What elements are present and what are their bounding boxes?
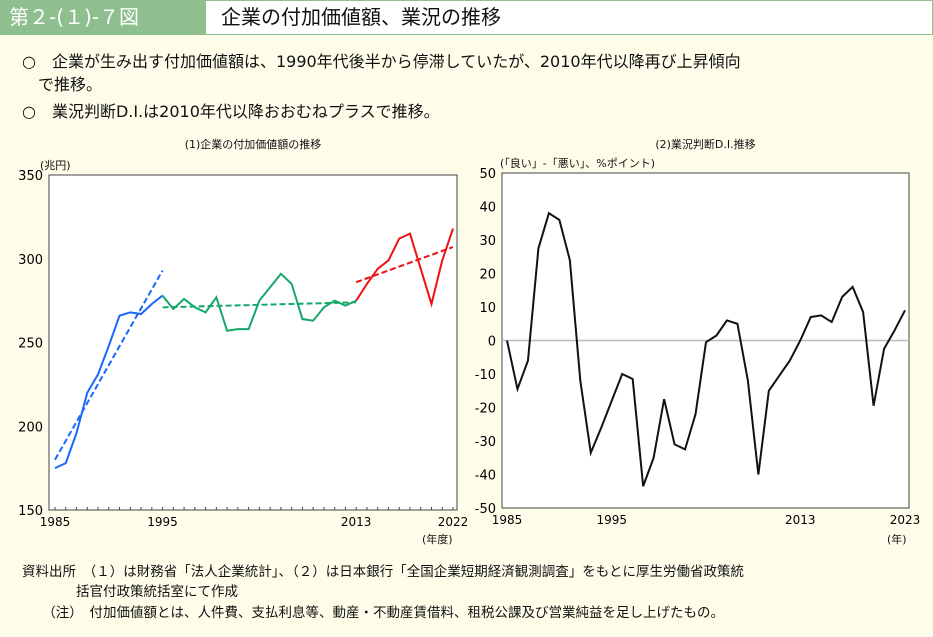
- y-tick-label: 300: [18, 253, 43, 268]
- y-tick-label: -30: [475, 435, 496, 450]
- y-tick-label: 10: [479, 301, 496, 316]
- x-tick-label: 2013: [785, 513, 816, 527]
- chart1-ylabel: (兆円): [40, 159, 71, 172]
- y-tick-label: -50: [475, 502, 496, 517]
- figure-title: 企業の付加価値額、業況の推移: [221, 5, 501, 29]
- chart2-ylabel: (「良い」-「悪い」、%ポイント): [500, 157, 656, 170]
- series-line: [506, 211, 906, 487]
- point-2: ○ 業況判断D.I.は2010年代以降おおむねプラスで推移。: [22, 102, 440, 121]
- source-note-cont: 括官付政策統括室にて作成: [22, 584, 238, 600]
- trend-line: [355, 246, 454, 284]
- x-tick-label: 2022: [438, 515, 469, 529]
- chart1-title: (1)企業の付加価値額の推移: [184, 138, 322, 151]
- y-tick-label: -20: [475, 402, 496, 417]
- y-tick-label: 20: [479, 268, 496, 283]
- trend-line: [54, 269, 164, 461]
- chart2-xlabel: (年): [887, 533, 907, 546]
- x-tick-label: 1985: [40, 515, 71, 529]
- source-note: 資料出所 （１）は財務省「法人企業統計」、（２）は日本銀行「全国企業短期経済観測…: [22, 564, 744, 580]
- x-tick-label: 1995: [596, 513, 627, 527]
- y-tick-label: -10: [475, 368, 496, 383]
- x-tick-label: 2023: [890, 513, 921, 527]
- y-tick-label: 0: [488, 335, 496, 350]
- x-tick-label: 2013: [341, 515, 372, 529]
- series-line: [161, 272, 357, 332]
- note: （注） 付加価値額とは、人件費、支払利息等、動産・不動産賃借料、租税公課及び営業…: [22, 605, 724, 621]
- chart1-plot-area: [48, 174, 458, 511]
- point-1: ○ 企業が生み出す付加価値額は、1990年代後半から停滞していたが、2010年代…: [22, 52, 741, 71]
- y-tick-label: 200: [18, 420, 43, 435]
- figure-header: 第２-(１)-７図 企業の付加価値額、業況の推移: [0, 0, 933, 35]
- y-tick-label: 150: [18, 504, 43, 519]
- x-tick-label: 1985: [492, 513, 523, 527]
- x-tick-label: 1995: [147, 515, 178, 529]
- y-tick-label: 250: [18, 337, 43, 352]
- y-tick-label: 350: [18, 169, 43, 184]
- chart2-title: (2)業況判断D.I.推移: [655, 138, 756, 151]
- series-line: [54, 294, 164, 470]
- y-tick-label: 40: [479, 201, 496, 216]
- series-line: [355, 228, 454, 308]
- point-1-cont: で推移。: [22, 75, 103, 94]
- y-tick-label: 30: [479, 234, 496, 249]
- chart1-xlabel: (年度): [422, 533, 453, 546]
- figure-number: 第２-(１)-７図: [1, 1, 206, 34]
- y-tick-label: 50: [479, 167, 496, 182]
- y-tick-label: -40: [475, 469, 496, 484]
